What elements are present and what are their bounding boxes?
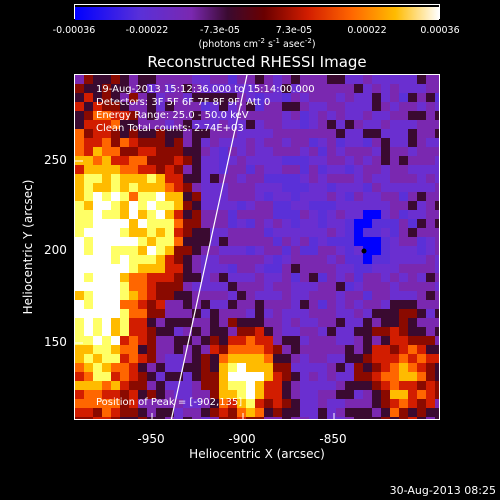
solar-limb-line bbox=[170, 75, 248, 419]
y-tick-label: 200 bbox=[44, 243, 67, 257]
marker-dot bbox=[361, 248, 367, 254]
x-axis-label: Heliocentric X (arcsec) bbox=[189, 447, 325, 461]
x-tick-label: -900 bbox=[228, 432, 256, 446]
footer-date: 30-Aug-2013 08:25 bbox=[389, 484, 496, 497]
info-detectors: Detectors: 3F 5F 6F 7F 8F 9F, Att 0 bbox=[96, 97, 271, 108]
info-time-range: 19-Aug-2013 15:12:36.000 to 15:14:00.000 bbox=[96, 84, 315, 95]
plot-title: Reconstructed RHESSI Image bbox=[147, 53, 367, 71]
info-peak-position: Position of Peak = [-902,135] bbox=[96, 397, 243, 408]
colorbar-tick-label: 0.00036 bbox=[420, 25, 460, 36]
y-tick-label: 150 bbox=[44, 335, 67, 349]
y-tick-label: 250 bbox=[44, 153, 67, 167]
info-method: Clean Total counts: 2.74E+03 bbox=[96, 123, 244, 134]
colorbar-tick-label: 7.3e-05 bbox=[275, 25, 313, 36]
image-plot bbox=[74, 74, 440, 420]
colorbar-tick-label: 0.00022 bbox=[347, 25, 387, 36]
rhessi-image bbox=[75, 75, 439, 419]
colorbar-tick-label: -0.00022 bbox=[125, 25, 169, 36]
x-tick-label: -950 bbox=[137, 432, 165, 446]
colorbar-units: (photons cm-2 s-1 asec-2) bbox=[198, 37, 316, 51]
colorbar bbox=[74, 4, 440, 20]
y-axis-label: Heliocentric Y (arcsec) bbox=[21, 179, 35, 315]
colorbar-tick-label: -7.3e-05 bbox=[200, 25, 240, 36]
colorbar-gradient bbox=[75, 7, 439, 20]
colorbar-tick-label: -0.00036 bbox=[52, 25, 96, 36]
info-energy: Energy Range: 25.0 - 50.0 keV bbox=[96, 110, 249, 121]
x-tick-label: -850 bbox=[319, 432, 347, 446]
